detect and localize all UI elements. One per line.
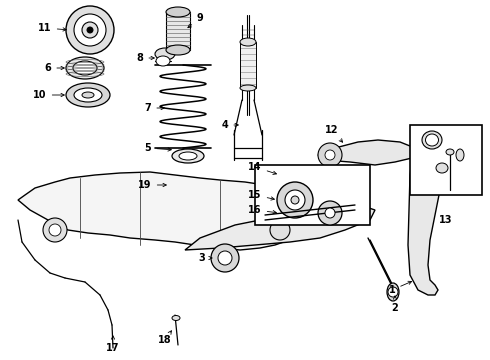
Text: 10: 10 <box>33 90 64 100</box>
Text: 1: 1 <box>389 281 412 295</box>
Ellipse shape <box>179 152 197 160</box>
Ellipse shape <box>172 149 204 163</box>
Polygon shape <box>18 172 315 250</box>
Polygon shape <box>408 130 442 295</box>
Polygon shape <box>185 205 375 250</box>
Circle shape <box>388 287 398 297</box>
Text: 8: 8 <box>137 53 154 63</box>
Circle shape <box>270 220 290 240</box>
Circle shape <box>325 150 335 160</box>
Circle shape <box>291 196 299 204</box>
Ellipse shape <box>156 56 170 66</box>
Ellipse shape <box>73 61 97 75</box>
Ellipse shape <box>240 85 256 91</box>
Ellipse shape <box>446 149 454 155</box>
Ellipse shape <box>422 131 442 149</box>
Text: 14: 14 <box>248 162 276 175</box>
Text: 5: 5 <box>145 143 171 153</box>
Ellipse shape <box>166 7 190 17</box>
Bar <box>410 125 482 195</box>
Text: 3: 3 <box>198 253 212 263</box>
Text: 4: 4 <box>221 120 238 130</box>
Ellipse shape <box>155 48 175 60</box>
Text: 17: 17 <box>106 336 120 353</box>
Polygon shape <box>318 140 415 165</box>
Text: 18: 18 <box>158 331 172 345</box>
Ellipse shape <box>172 315 180 320</box>
Ellipse shape <box>436 163 448 173</box>
Circle shape <box>318 201 342 225</box>
Ellipse shape <box>82 92 94 98</box>
Circle shape <box>87 27 93 33</box>
Bar <box>240 40 256 90</box>
Text: 15: 15 <box>248 190 274 200</box>
Circle shape <box>82 22 98 38</box>
Circle shape <box>285 190 305 210</box>
Circle shape <box>318 143 342 167</box>
Ellipse shape <box>166 45 190 55</box>
Circle shape <box>211 244 239 272</box>
Text: 19: 19 <box>138 180 166 190</box>
Ellipse shape <box>240 38 256 46</box>
Circle shape <box>277 182 313 218</box>
Text: 16: 16 <box>248 205 276 215</box>
Text: 9: 9 <box>188 13 203 28</box>
Ellipse shape <box>66 83 110 107</box>
Bar <box>166 12 190 50</box>
Ellipse shape <box>425 134 439 146</box>
Text: 11: 11 <box>38 23 66 33</box>
Text: 7: 7 <box>145 103 164 113</box>
Circle shape <box>218 251 232 265</box>
Ellipse shape <box>387 283 399 301</box>
Circle shape <box>49 224 61 236</box>
Circle shape <box>325 208 335 218</box>
Text: 2: 2 <box>392 296 398 313</box>
Circle shape <box>74 14 106 46</box>
Ellipse shape <box>456 149 464 161</box>
Ellipse shape <box>66 57 104 79</box>
Circle shape <box>66 6 114 54</box>
Ellipse shape <box>74 88 102 102</box>
Bar <box>255 165 370 225</box>
Text: 12: 12 <box>325 125 343 142</box>
Text: 13: 13 <box>439 215 453 225</box>
Text: 6: 6 <box>45 63 64 73</box>
Circle shape <box>43 218 67 242</box>
